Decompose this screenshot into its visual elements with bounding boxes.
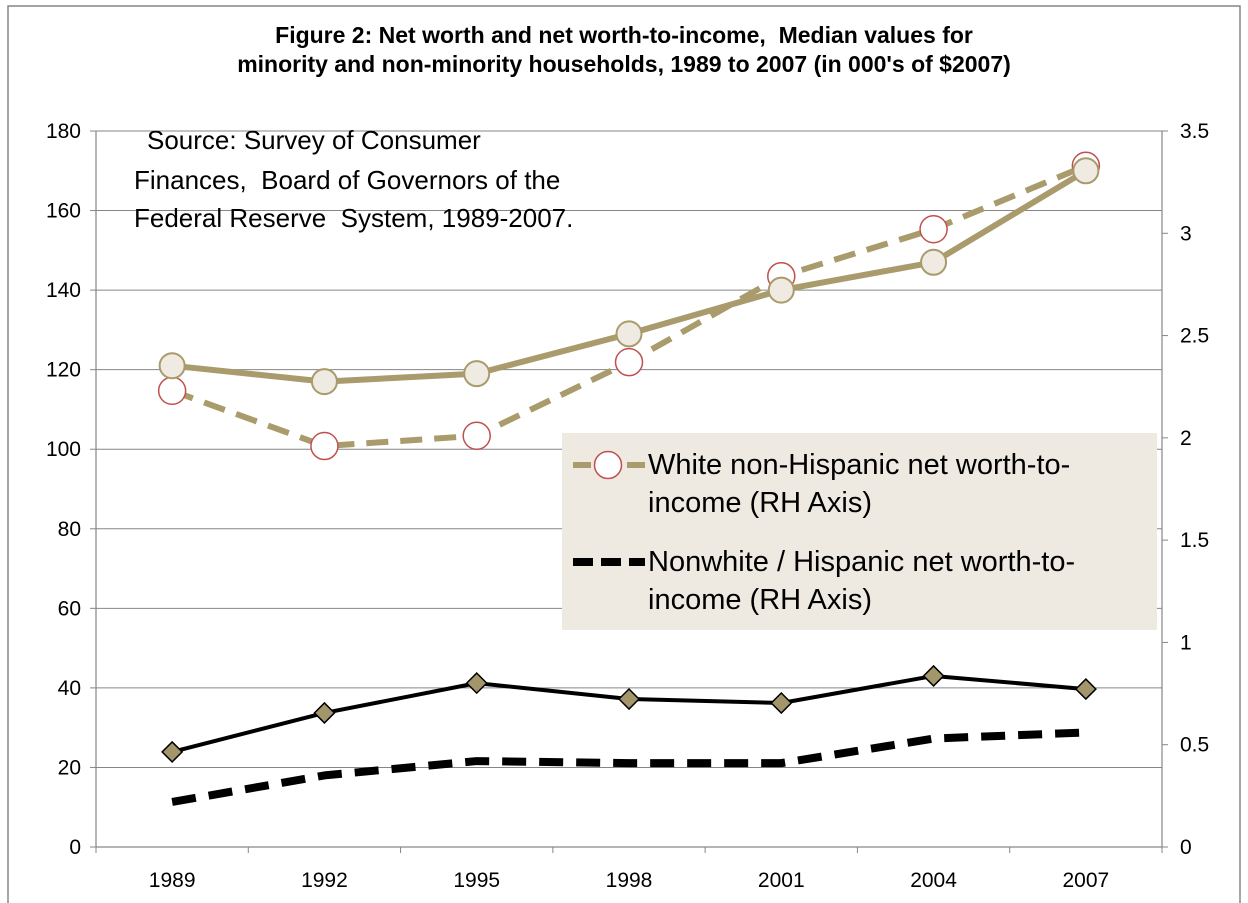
y-axis-tick-label: 120 [46, 359, 81, 382]
y2-axis-tick-label: 3.5 [1180, 120, 1209, 143]
chart-title-line: minority and non-minority households, 19… [237, 51, 1011, 77]
y-axis-tick-label: 140 [46, 279, 81, 302]
y-axis-tick-label: 20 [58, 756, 81, 779]
data-point-marker [1072, 157, 1100, 185]
legend-box [562, 433, 1157, 630]
y2-axis-tick-label: 1.5 [1180, 529, 1209, 552]
y2-axis-tick-label: 0 [1180, 836, 1192, 859]
x-axis-tick-label: 2001 [758, 869, 805, 892]
data-point-marker [465, 672, 488, 695]
data-point-marker [767, 276, 795, 304]
data-point-marker [770, 691, 793, 715]
x-axis-tick-label: 2004 [910, 869, 957, 892]
x-axis-tick-label: 1998 [606, 869, 653, 892]
y-axis-tick-label: 100 [46, 438, 81, 461]
x-axis-tick-label: 1992 [301, 869, 348, 892]
series-1 [158, 157, 1100, 396]
source-note-line: Source: Survey of Consumer [147, 125, 481, 155]
series-3 [161, 664, 1097, 763]
source-note-line: Finances, Board of Governors of the [134, 165, 560, 195]
y-axis-tick-label: 60 [58, 597, 81, 620]
data-point-marker [313, 701, 336, 725]
data-point-marker [922, 664, 945, 688]
x-axis-tick-label: 1995 [453, 869, 500, 892]
legend-marker [593, 450, 623, 480]
source-note-line: Federal Reserve System, 1989-2007. [134, 203, 573, 233]
legend-label: White non-Hispanic net worth-to-income (… [648, 449, 1071, 519]
legend [562, 433, 1157, 630]
y2-axis-tick-label: 2.5 [1180, 325, 1209, 348]
series-line [171, 728, 1087, 806]
data-point-marker [463, 360, 491, 388]
data-point-marker [615, 320, 643, 348]
y2-axis-tick-label: 3 [1180, 222, 1192, 245]
data-point-marker [157, 376, 187, 406]
series-2 [157, 151, 1101, 461]
data-point-marker [614, 347, 644, 377]
y-axis-tick-label: 0 [69, 836, 81, 859]
data-point-marker [1074, 678, 1097, 701]
y2-axis-tick-label: 2 [1180, 427, 1192, 450]
data-point-marker [617, 687, 641, 711]
y2-axis-tick-label: 0.5 [1180, 734, 1209, 757]
x-axis-tick-label: 1989 [149, 869, 196, 892]
data-point-marker [158, 352, 186, 380]
chart-border [7, 5, 1241, 903]
y2-axis-tick-label: 1 [1180, 631, 1192, 654]
data-point-marker [462, 421, 491, 451]
series-4 [171, 728, 1087, 806]
chart-title: Figure 2: Net worth and net worth-to-inc… [237, 22, 1011, 77]
chart-title-line: Figure 2: Net worth and net worth-to-inc… [275, 22, 973, 48]
axes: 0 20 40 60 80 100 120 140 160 180 0 0.5 1 1.5 2 2.5 3 3.5… [46, 120, 1209, 892]
y-axis-tick-label: 80 [58, 518, 81, 541]
data-point-marker [310, 368, 338, 396]
source-note: Source: Survey of Consumer Finances, Boa… [134, 125, 573, 233]
data-point-marker [919, 214, 948, 244]
data-point-marker [310, 431, 339, 461]
x-axis-tick-label: 2007 [1062, 869, 1109, 892]
y-axis-tick-label: 180 [46, 120, 81, 143]
data-point-marker [920, 248, 948, 276]
plot-series [157, 151, 1101, 806]
legend-samples [573, 450, 645, 566]
data-point-marker [161, 740, 184, 763]
y-axis-tick-label: 40 [58, 677, 81, 700]
y-axis-tick-label: 160 [46, 200, 81, 223]
legend-label: Nonwhite / Hispanic net worth-to-income … [648, 546, 1076, 616]
